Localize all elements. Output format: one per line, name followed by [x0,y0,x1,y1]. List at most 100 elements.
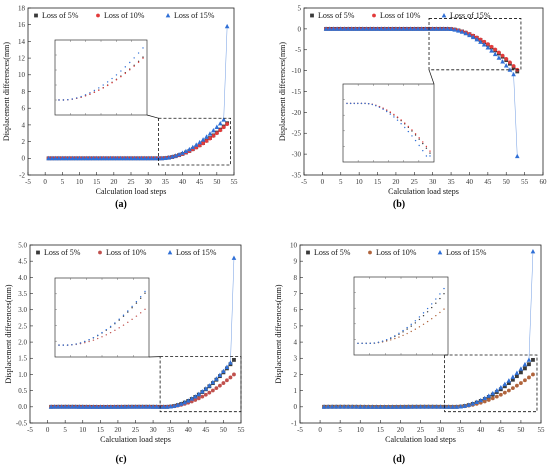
data-point [398,404,403,409]
inset-point [84,340,86,343]
data-point [382,404,387,409]
inset-point [426,307,429,310]
data-point [119,404,124,409]
data-point [207,390,212,395]
x-tick-label: -5 [301,178,307,186]
data-point [502,384,507,389]
inset-point [439,293,441,295]
y-tick-label: 2.0 [18,338,27,346]
legend-entry: Loss of 5% [44,248,81,257]
inset-point [385,340,388,342]
inset-point [97,334,99,336]
data-point [196,396,201,401]
inset-frame [54,277,150,358]
data-point [221,125,226,130]
data-point [331,26,336,31]
inset-point [411,129,413,131]
data-point [73,155,79,161]
data-point [164,404,170,409]
inset-point [425,145,428,148]
data-point [353,404,359,409]
data-point [203,392,208,397]
inset-point [443,293,445,295]
data-point [365,404,371,409]
data-point [445,26,450,31]
data-point [214,131,219,136]
data-point [207,131,213,136]
data-point [114,155,120,161]
inset-point [382,108,384,110]
data-point [87,155,93,161]
zoom-box [158,117,231,166]
x-tick-label: 35 [448,178,456,186]
inset-point [144,292,146,294]
inset-point [431,303,433,305]
legend-entry: Loss of 15% [446,248,487,257]
data-point [112,404,117,409]
inset-point [390,339,392,341]
data-point [62,404,68,409]
data-point [133,404,138,409]
legend-marker [167,250,173,255]
data-point [438,404,443,409]
data-point [173,153,178,158]
legend-marker [98,250,102,255]
data-point [52,404,57,409]
inset-point [414,322,417,324]
inset-point [414,139,417,142]
data-point [210,388,215,393]
data-point [349,26,355,31]
data-point [364,26,369,31]
data-point [496,50,501,55]
data-point [493,47,498,52]
inset-point [367,103,370,105]
data-point [441,26,447,31]
data-point [386,404,391,409]
x-tick-label: 25 [128,178,136,186]
data-point [140,404,145,409]
x-tick-label: 45 [196,178,204,186]
x-tick-label: 50 [503,178,511,186]
y-tick-label: 6 [22,105,26,113]
data-point [204,139,209,143]
inset-point [414,320,417,322]
inset-point [105,328,108,331]
inset-point [410,323,412,326]
inset-point [98,89,100,91]
panel-label: (a) [115,199,127,210]
inset-point [435,298,437,300]
inset-point [402,334,404,337]
data-point [519,381,523,385]
inset-series-3 [58,290,146,346]
inset-point [396,116,399,118]
y-tick-label: -0.5 [16,419,28,427]
inset-point [106,81,109,83]
x-tick-label: 55 [231,178,239,186]
data-point [53,155,58,161]
zoom-connector [428,69,435,85]
data-point [353,26,358,31]
data-point [189,396,195,401]
data-point [337,404,343,409]
inset-point [62,99,65,101]
inset-point [135,315,138,317]
data-point [214,386,219,391]
data-point [494,394,499,399]
data-point [490,396,495,401]
data-point [402,404,407,409]
x-tick-label: 45 [202,426,210,434]
series-line [51,359,235,408]
inset-point [422,312,425,314]
inset-point [346,102,348,105]
zoom-box [428,18,522,71]
y-tick-label: 16 [18,21,26,29]
data-point [508,60,512,65]
inset-point [402,331,404,333]
data-point [361,404,367,409]
y-axis-title: Displacement differences(mm) [278,42,287,141]
series-1 [324,26,520,74]
inset-point [426,311,429,313]
x-tick-label: 40 [477,426,485,434]
chart-panel-3: -5 0 5 10 15 20 25 30 35 40 45 50 55 -0.5 0.0 0.5 1.0 1.5… [4,241,245,465]
inset-point [129,61,131,64]
